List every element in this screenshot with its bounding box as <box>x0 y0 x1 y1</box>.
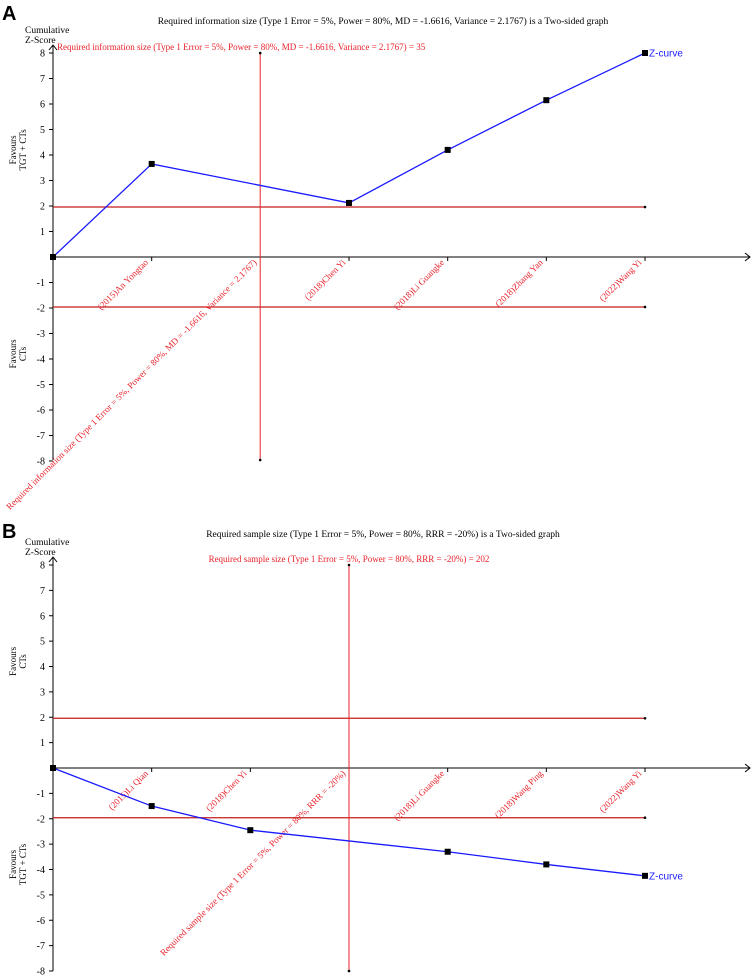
ris-end-dot <box>258 458 262 462</box>
y-tick-label: 8 <box>40 561 45 572</box>
panel-a: A Required information size (Type 1 Error… <box>2 3 751 512</box>
x-axis-arrow <box>744 252 751 262</box>
y-tick-label: -3 <box>37 840 45 851</box>
y-tick-label: 5 <box>40 125 45 136</box>
ris-label: Required information size (Type 1 Error … <box>57 42 426 52</box>
y-axis-title-line1: Cumulative <box>25 538 69 548</box>
category-label: (2022)Wang Yi <box>597 257 643 303</box>
y-tick-label: -1 <box>37 278 45 289</box>
z-curve-point <box>247 827 254 834</box>
category-label: (2015)An Yongtao <box>96 257 151 312</box>
y-tick-label: 6 <box>40 611 45 622</box>
ris-end-dot <box>258 51 262 55</box>
category-label: (2018)Zhang Yan <box>493 257 545 309</box>
y-tick-label: 8 <box>40 49 45 60</box>
z-curve-legend: Z-curve <box>649 49 683 60</box>
x-axis-arrow <box>744 763 751 773</box>
y-axis-arrow <box>48 556 58 563</box>
y-tick-label: -4 <box>37 865 45 876</box>
category-label: (2018)Li Guangke <box>392 257 446 311</box>
y-tick-label: -8 <box>37 457 45 468</box>
y-tick-label: -7 <box>37 431 45 442</box>
favours-label: Favours <box>8 646 18 675</box>
favours-label: TGT + CTs <box>18 129 28 171</box>
z-curve-point <box>642 872 648 879</box>
z-curve-point <box>50 254 56 260</box>
favours-label: Favours <box>8 135 18 164</box>
category-label: (2018)Li Guangke <box>392 768 446 822</box>
favours-label: Favours <box>8 339 18 368</box>
y-tick-label: -6 <box>37 916 45 927</box>
favours-label: TGT + CTs <box>18 843 28 885</box>
category-label: (2015)Li Qian <box>106 768 150 812</box>
y-tick-label: 3 <box>40 176 45 187</box>
y-tick-label: 1 <box>40 227 45 238</box>
y-axis-title-line2: Z-Score <box>25 548 56 558</box>
z-curve-point <box>543 861 550 868</box>
z-curve-line <box>52 52 646 258</box>
category-label: (2018)Chen Yi <box>204 768 249 813</box>
z-curve-legend: Z-curve <box>649 871 683 882</box>
y-tick-label: -5 <box>37 890 45 901</box>
favours-label: Favours <box>8 849 18 878</box>
y-tick-label: 2 <box>40 713 45 724</box>
boundary-end-dot <box>643 716 647 720</box>
favours-label: CTs <box>18 654 28 669</box>
y-axis-title-line1: Cumulative <box>25 26 69 36</box>
y-tick-label: 4 <box>40 151 45 162</box>
y-tick-label: 3 <box>40 687 45 698</box>
ris-label: Required sample size (Type 1 Error = 5%,… <box>209 554 490 564</box>
y-axis-title-line2: Z-Score <box>25 36 56 46</box>
chart-title: Required information size (Type 1 Error … <box>158 16 609 27</box>
y-tick-label: -2 <box>37 304 45 315</box>
z-curve-point <box>642 50 648 56</box>
y-tick-label: 6 <box>40 100 45 111</box>
z-curve-point <box>444 848 451 855</box>
y-tick-label: -7 <box>37 941 45 952</box>
boundary-end-dot <box>643 205 647 209</box>
y-tick-label: 2 <box>40 202 45 213</box>
y-tick-label: -5 <box>37 380 45 391</box>
y-tick-label: -1 <box>37 789 45 800</box>
panel-b: B Required sample size (Type 1 Error = 5%… <box>2 521 751 977</box>
y-tick-label: -3 <box>37 329 45 340</box>
y-tick-label: 5 <box>40 637 45 648</box>
y-tick-label: 7 <box>40 74 45 85</box>
boundary-end-dot <box>643 305 647 309</box>
y-axis-arrow <box>48 44 58 51</box>
category-label: (2018)Chen Yi <box>303 257 348 302</box>
ris-end-dot <box>347 969 351 973</box>
category-label: (2018)Wang Ping <box>493 768 545 820</box>
y-tick-label: 1 <box>40 738 45 749</box>
panel-letter: B <box>2 521 16 543</box>
category-label: (2022)Wang Yi <box>597 768 643 814</box>
y-tick-label: -6 <box>37 406 45 417</box>
z-curve-line <box>52 767 646 877</box>
y-tick-label: -4 <box>37 355 45 366</box>
z-curve-point <box>50 765 56 771</box>
boundary-end-dot <box>643 816 647 820</box>
panel-letter: A <box>2 3 16 25</box>
z-curve-point <box>543 97 550 104</box>
favours-label: CTs <box>18 346 28 361</box>
chart-title: Required sample size (Type 1 Error = 5%,… <box>206 529 560 540</box>
y-tick-label: -2 <box>37 814 45 825</box>
z-curve-point <box>148 803 155 810</box>
z-curve-point <box>346 199 352 206</box>
ris-axis-label: Required sample size (Type 1 Error = 5%,… <box>158 768 347 957</box>
z-curve-point <box>444 146 451 153</box>
z-curve-point <box>148 160 155 167</box>
y-tick-label: -8 <box>37 967 45 977</box>
y-tick-label: 4 <box>40 662 45 673</box>
y-tick-label: 7 <box>40 586 45 597</box>
ris-end-dot <box>347 563 351 567</box>
